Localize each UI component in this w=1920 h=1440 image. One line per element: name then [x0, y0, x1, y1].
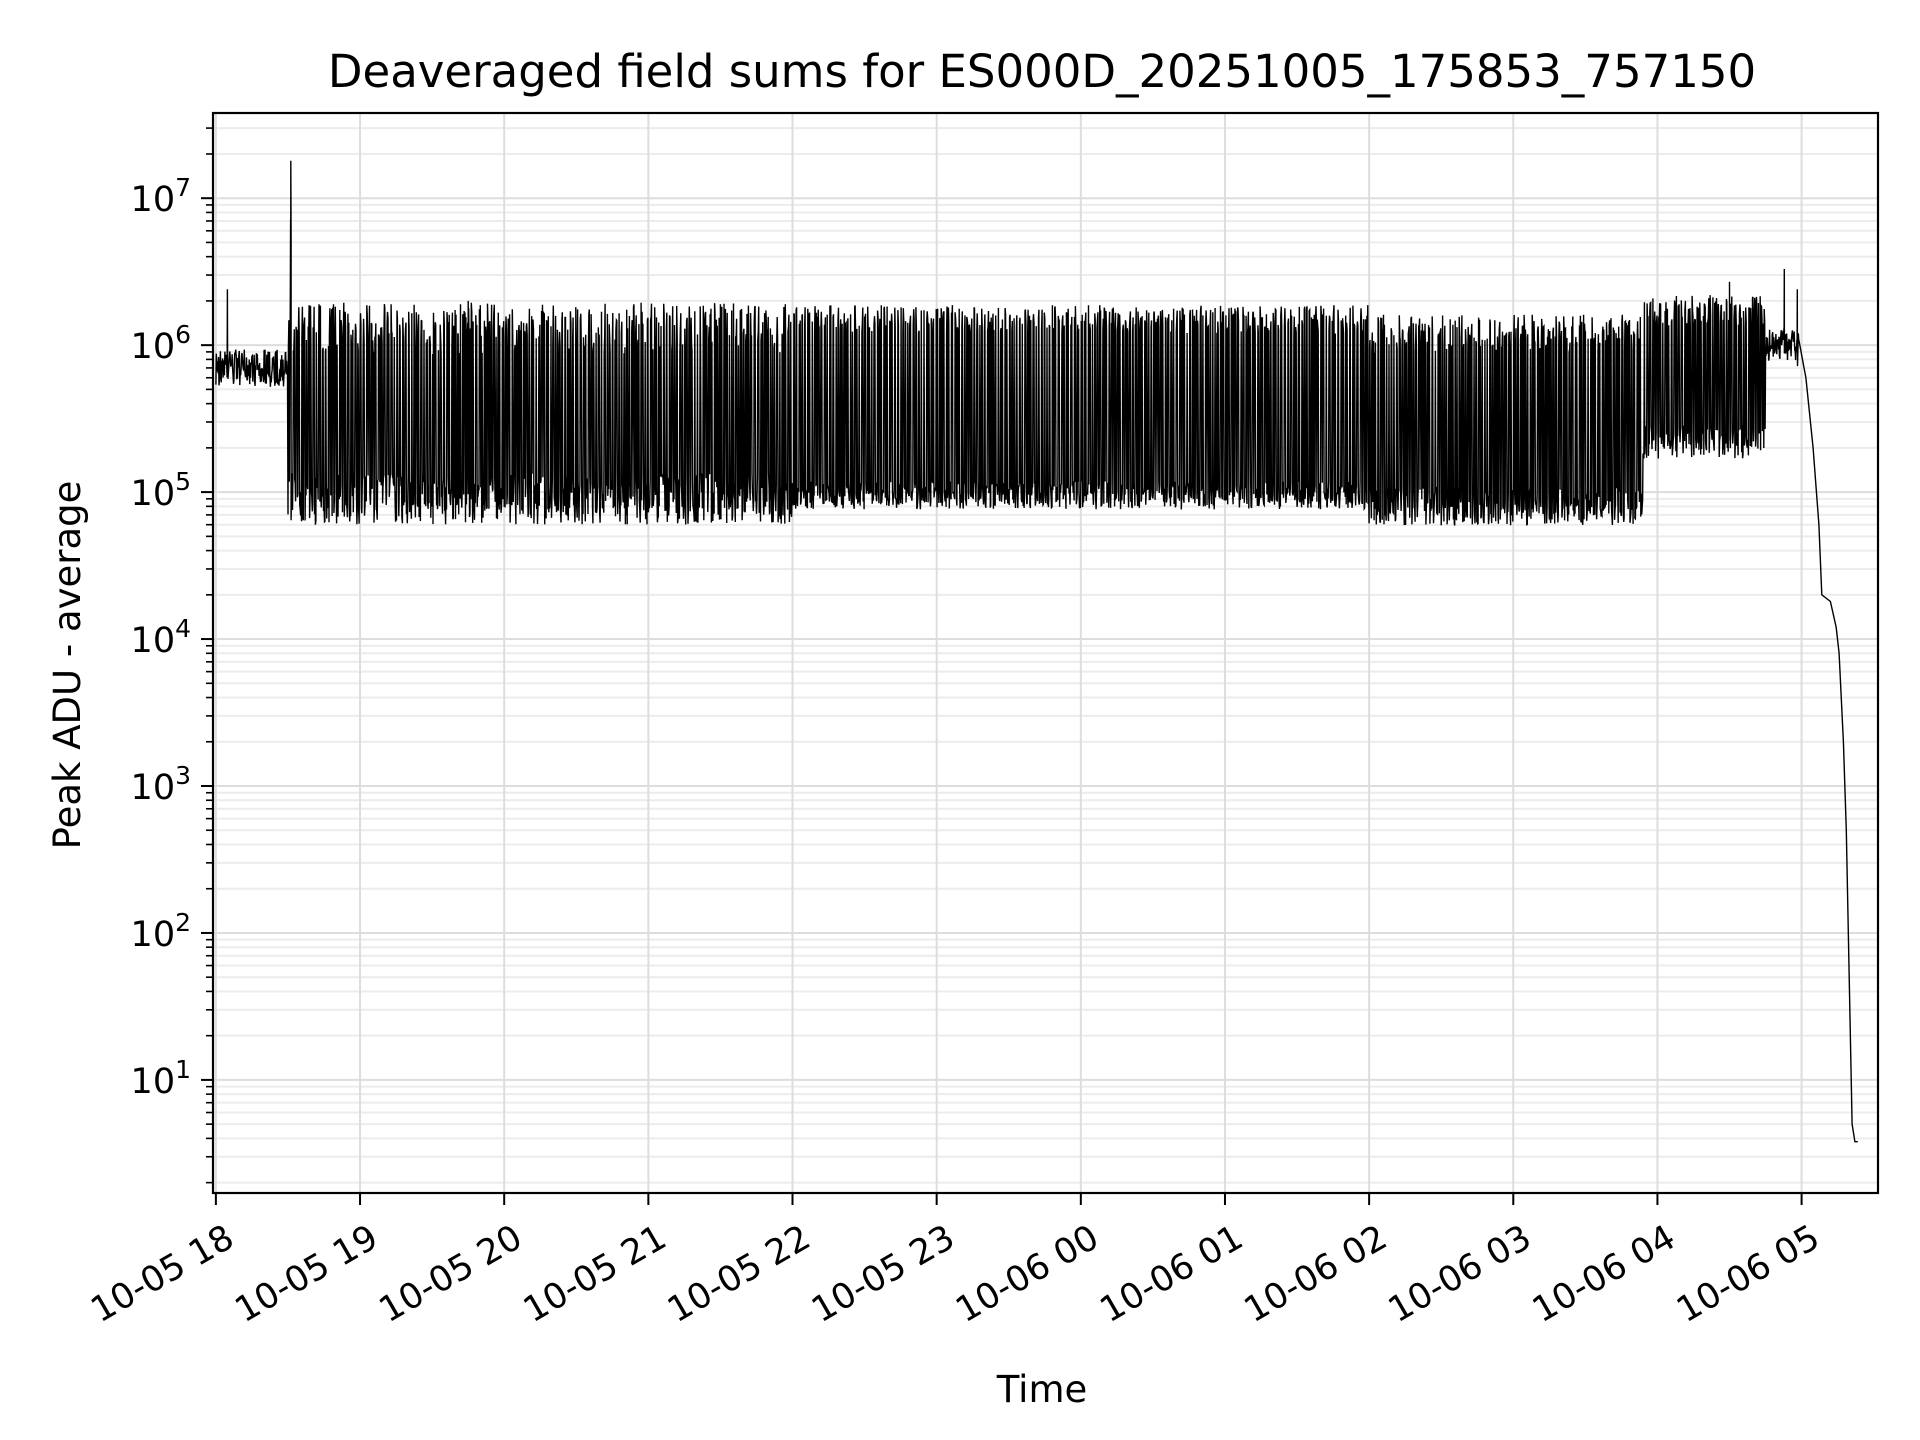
y-tick-label: 106: [131, 320, 191, 367]
plot-area: [215, 160, 1858, 1143]
series-line: [215, 160, 1858, 1143]
y-tick-label: 104: [131, 614, 191, 661]
y-tick-base: 10: [131, 621, 176, 661]
y-tick-exponent: 7: [175, 173, 191, 202]
y-tick-label: 102: [131, 908, 191, 955]
y-tick-exponent: 5: [175, 467, 191, 496]
axis-ticks: [201, 127, 1803, 1205]
y-tick-base: 10: [131, 180, 176, 220]
y-tick-label: 105: [131, 467, 191, 514]
y-tick-exponent: 1: [175, 1055, 191, 1084]
y-tick-label: 103: [131, 761, 191, 808]
chart-title: Deaveraged field sums for ES000D_2025100…: [328, 45, 1756, 98]
y-tick-base: 10: [131, 915, 176, 955]
x-axis-label: Time: [996, 1368, 1088, 1411]
y-tick-exponent: 6: [175, 320, 191, 349]
y-tick-exponent: 4: [175, 614, 191, 643]
y-tick-exponent: 2: [175, 908, 191, 937]
major-gridlines: [213, 113, 1878, 1193]
y-tick-label: 107: [131, 173, 191, 220]
y-tick-base: 10: [131, 1062, 176, 1102]
y-axis-label: Peak ADU - average: [46, 481, 89, 850]
y-tick-label: 101: [131, 1055, 191, 1102]
y-tick-exponent: 3: [175, 761, 191, 790]
y-tick-base: 10: [131, 327, 176, 367]
y-tick-base: 10: [131, 474, 176, 514]
y-tick-base: 10: [131, 768, 176, 808]
